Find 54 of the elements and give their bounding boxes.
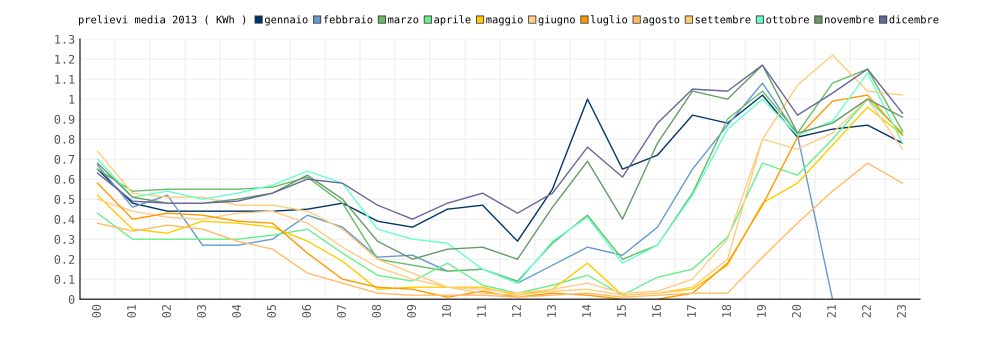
x-tick-label: 05 (267, 305, 276, 318)
x-tick-label: 23 (897, 304, 906, 318)
x-tick-label: 09 (407, 304, 416, 318)
y-tick-label: 0.3 (54, 234, 74, 244)
legend-label: giugno (538, 15, 575, 26)
legend-label: luglio (590, 15, 628, 26)
legend-label: novembre (825, 15, 874, 24)
legend-label: febbraio (324, 15, 372, 24)
legend-label: ottobre (766, 15, 809, 24)
x-tick-label: 21 (827, 304, 836, 318)
y-tick-label: 0.7 (54, 154, 74, 164)
x-tick-label: 16 (652, 304, 661, 317)
x-tick-label: 00 (92, 304, 101, 318)
y-tick-label: 0.5 (54, 194, 74, 204)
legend-label: dicembre (889, 15, 938, 24)
x-tick-label: 13 (547, 304, 556, 317)
x-tick-label: 17 (687, 304, 696, 317)
y-tick-label: 0.1 (54, 274, 74, 284)
legend-label: marzo (388, 17, 418, 24)
y-tick-label: 1.2 (55, 54, 74, 64)
x-tick-label: 18 (722, 304, 731, 317)
x-tick-label: 15 (617, 305, 626, 317)
legend-label: maggio (486, 15, 523, 26)
legend-label: agosto (643, 16, 680, 26)
x-tick-label: 02 (162, 305, 171, 318)
chart-title: prelievi media 2013 ( KWh ) (78, 15, 246, 26)
legend-label: aprile (434, 15, 471, 26)
legend-label: settembre (696, 15, 750, 24)
y-tick-label: 0.2 (54, 254, 74, 264)
x-tick-label: 03 (197, 304, 206, 318)
y-tick-label: 1.3 (55, 34, 74, 44)
line-series (96, 94, 904, 242)
x-tick-label: 01 (127, 304, 136, 318)
x-tick-label: 22 (862, 305, 871, 318)
x-tick-label: 10 (442, 304, 451, 317)
x-tick-label: 11 (477, 304, 486, 317)
x-tick-label: 12 (512, 305, 521, 317)
x-tick-label: 19 (757, 304, 766, 317)
y-tick-label: 0 (68, 294, 74, 304)
y-tick-label: 0.9 (54, 114, 74, 124)
x-tick-label: 14 (582, 304, 591, 317)
line-series (96, 162, 904, 298)
y-tick-label: 0.6 (54, 174, 74, 184)
y-tick-label: 1 (69, 95, 74, 104)
y-tick-label: 0.8 (54, 134, 74, 144)
legend-label: gennaio (265, 15, 308, 26)
x-tick-label: 04 (232, 304, 241, 318)
line-series (96, 64, 904, 220)
x-tick-label: 06 (302, 304, 311, 318)
y-tick-label: 1.1 (55, 75, 74, 84)
x-tick-label: 07 (337, 304, 346, 318)
x-tick-label: 08 (372, 304, 381, 318)
y-tick-label: 0.4 (54, 214, 75, 224)
x-tick-label: 20 (792, 304, 801, 318)
